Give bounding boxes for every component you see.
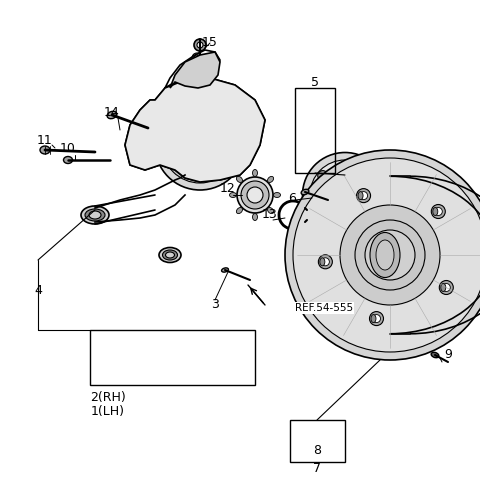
Ellipse shape <box>355 220 425 290</box>
Ellipse shape <box>85 209 105 221</box>
Ellipse shape <box>252 214 257 221</box>
Ellipse shape <box>267 208 274 214</box>
Ellipse shape <box>274 193 280 198</box>
Text: 9: 9 <box>444 348 452 361</box>
Ellipse shape <box>310 160 380 230</box>
Circle shape <box>194 39 206 51</box>
Circle shape <box>321 258 329 266</box>
Circle shape <box>439 281 453 294</box>
Circle shape <box>360 192 368 200</box>
Ellipse shape <box>267 176 274 182</box>
Text: 3: 3 <box>211 298 219 311</box>
Ellipse shape <box>159 247 181 263</box>
Ellipse shape <box>371 314 376 323</box>
Circle shape <box>197 42 203 48</box>
Circle shape <box>155 100 245 190</box>
Circle shape <box>348 159 359 169</box>
Circle shape <box>318 209 328 219</box>
Text: 10: 10 <box>60 142 76 155</box>
Ellipse shape <box>241 181 269 209</box>
Circle shape <box>194 55 200 61</box>
Text: 12: 12 <box>220 181 236 195</box>
Ellipse shape <box>340 205 440 305</box>
Circle shape <box>432 205 445 219</box>
Polygon shape <box>170 52 220 88</box>
Circle shape <box>357 188 371 203</box>
Text: 1(LH): 1(LH) <box>91 406 125 418</box>
Text: 8: 8 <box>313 444 321 457</box>
Ellipse shape <box>301 190 309 195</box>
Circle shape <box>442 283 450 291</box>
Text: 5: 5 <box>311 76 319 89</box>
Circle shape <box>170 115 230 175</box>
Circle shape <box>368 190 377 200</box>
Ellipse shape <box>433 208 438 216</box>
Text: REF.54-555: REF.54-555 <box>295 303 353 313</box>
Bar <box>90 330 255 385</box>
Bar <box>290 420 345 462</box>
Ellipse shape <box>365 230 415 280</box>
Circle shape <box>372 314 381 323</box>
Text: 2(RH): 2(RH) <box>90 392 126 405</box>
Ellipse shape <box>40 146 50 154</box>
Ellipse shape <box>370 232 400 278</box>
Ellipse shape <box>293 158 480 352</box>
Circle shape <box>434 208 442 216</box>
Text: 6: 6 <box>288 192 296 205</box>
Circle shape <box>162 107 238 183</box>
Ellipse shape <box>431 352 439 358</box>
Ellipse shape <box>325 175 365 215</box>
Ellipse shape <box>107 111 117 119</box>
Ellipse shape <box>237 176 242 182</box>
Ellipse shape <box>166 252 175 258</box>
Text: 14: 14 <box>104 105 120 118</box>
Text: 11: 11 <box>37 134 53 147</box>
Circle shape <box>370 311 384 326</box>
Ellipse shape <box>229 193 237 198</box>
Ellipse shape <box>376 240 394 270</box>
Circle shape <box>192 53 202 63</box>
Ellipse shape <box>81 206 109 224</box>
Ellipse shape <box>237 208 242 214</box>
Circle shape <box>348 221 359 231</box>
Ellipse shape <box>237 177 273 213</box>
Ellipse shape <box>247 187 263 203</box>
Circle shape <box>318 255 332 269</box>
Ellipse shape <box>302 153 387 237</box>
Circle shape <box>318 170 328 180</box>
Text: 4: 4 <box>34 283 42 296</box>
Text: 15: 15 <box>202 35 218 48</box>
Circle shape <box>185 130 215 160</box>
Ellipse shape <box>285 150 480 360</box>
Ellipse shape <box>333 182 358 208</box>
Ellipse shape <box>320 258 325 266</box>
Ellipse shape <box>222 268 228 272</box>
Ellipse shape <box>252 169 257 176</box>
Polygon shape <box>125 78 265 182</box>
Ellipse shape <box>358 192 363 200</box>
Text: 7: 7 <box>313 462 321 474</box>
Text: 13: 13 <box>262 209 278 221</box>
Bar <box>295 88 335 173</box>
Ellipse shape <box>441 283 446 291</box>
Ellipse shape <box>89 211 101 219</box>
Ellipse shape <box>63 157 72 163</box>
Ellipse shape <box>163 250 178 260</box>
